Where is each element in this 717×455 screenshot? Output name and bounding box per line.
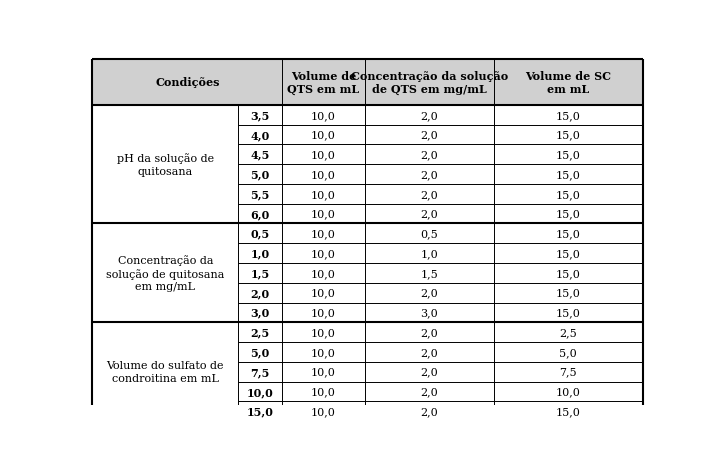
Text: pH da solução de
quitosana: pH da solução de quitosana xyxy=(117,153,214,177)
Text: 10,0: 10,0 xyxy=(311,367,336,377)
Text: 10,0: 10,0 xyxy=(311,170,336,180)
Text: 15,0: 15,0 xyxy=(556,288,581,298)
Text: 1,5: 1,5 xyxy=(420,268,438,278)
Text: 5,5: 5,5 xyxy=(250,189,270,200)
Text: 10,0: 10,0 xyxy=(311,308,336,318)
Text: 1,0: 1,0 xyxy=(251,248,270,259)
Text: 2,0: 2,0 xyxy=(420,111,438,121)
Text: 15,0: 15,0 xyxy=(556,150,581,160)
Text: 2,0: 2,0 xyxy=(420,328,438,338)
Text: 10,0: 10,0 xyxy=(311,387,336,396)
Bar xyxy=(92,60,642,106)
Text: Concentração da
solução de quitosana
em mg/mL: Concentração da solução de quitosana em … xyxy=(106,255,224,292)
Text: 15,0: 15,0 xyxy=(556,268,581,278)
Text: Volume de
QTS em mL: Volume de QTS em mL xyxy=(288,71,359,95)
Text: 10,0: 10,0 xyxy=(311,288,336,298)
Text: 15,0: 15,0 xyxy=(556,130,581,140)
Text: 6,0: 6,0 xyxy=(250,209,270,220)
Text: 10,0: 10,0 xyxy=(311,406,336,416)
Text: 15,0: 15,0 xyxy=(556,209,581,219)
Text: 7,5: 7,5 xyxy=(559,367,577,377)
Text: 10,0: 10,0 xyxy=(247,386,274,397)
Text: 0,5: 0,5 xyxy=(250,228,270,239)
Text: 5,0: 5,0 xyxy=(250,347,270,358)
Text: 10,0: 10,0 xyxy=(311,130,336,140)
Text: 10,0: 10,0 xyxy=(311,150,336,160)
Text: 5,0: 5,0 xyxy=(559,347,577,357)
Text: 10,0: 10,0 xyxy=(556,387,581,396)
Text: 5,0: 5,0 xyxy=(250,169,270,180)
Text: Concentração da solução
de QTS em mg/mL: Concentração da solução de QTS em mg/mL xyxy=(351,71,508,95)
Text: 2,0: 2,0 xyxy=(420,288,438,298)
Text: 2,0: 2,0 xyxy=(251,288,270,298)
Text: Volume do sulfato de
condroitina em mL: Volume do sulfato de condroitina em mL xyxy=(107,361,224,383)
Text: 15,0: 15,0 xyxy=(556,406,581,416)
Text: 15,0: 15,0 xyxy=(556,170,581,180)
Text: 2,0: 2,0 xyxy=(420,209,438,219)
Text: 1,0: 1,0 xyxy=(420,248,438,258)
Text: 15,0: 15,0 xyxy=(556,111,581,121)
Text: 2,0: 2,0 xyxy=(420,130,438,140)
Text: 10,0: 10,0 xyxy=(311,111,336,121)
Text: 15,0: 15,0 xyxy=(556,189,581,199)
Text: 15,0: 15,0 xyxy=(556,229,581,239)
Text: 10,0: 10,0 xyxy=(311,209,336,219)
Text: 15,0: 15,0 xyxy=(247,406,274,417)
Text: Volume de SC
em mL: Volume de SC em mL xyxy=(526,71,612,95)
Text: 10,0: 10,0 xyxy=(311,328,336,338)
Text: 10,0: 10,0 xyxy=(311,248,336,258)
Text: 15,0: 15,0 xyxy=(556,248,581,258)
Text: Condições: Condições xyxy=(155,77,219,88)
Text: 2,0: 2,0 xyxy=(420,170,438,180)
Text: 2,5: 2,5 xyxy=(250,327,270,338)
Text: 2,0: 2,0 xyxy=(420,189,438,199)
Text: 3,0: 3,0 xyxy=(250,307,270,318)
Text: 10,0: 10,0 xyxy=(311,268,336,278)
Text: 2,5: 2,5 xyxy=(559,328,577,338)
Text: 2,0: 2,0 xyxy=(420,150,438,160)
Text: 2,0: 2,0 xyxy=(420,387,438,396)
Text: 2,0: 2,0 xyxy=(420,347,438,357)
Text: 2,0: 2,0 xyxy=(420,367,438,377)
Text: 10,0: 10,0 xyxy=(311,189,336,199)
Text: 3,0: 3,0 xyxy=(420,308,438,318)
Text: 15,0: 15,0 xyxy=(556,308,581,318)
Text: 1,5: 1,5 xyxy=(250,268,270,279)
Text: 4,0: 4,0 xyxy=(250,130,270,141)
Text: 7,5: 7,5 xyxy=(250,366,270,377)
Text: 3,5: 3,5 xyxy=(250,110,270,121)
Text: 10,0: 10,0 xyxy=(311,347,336,357)
Text: 0,5: 0,5 xyxy=(420,229,438,239)
Text: 10,0: 10,0 xyxy=(311,229,336,239)
Text: 2,0: 2,0 xyxy=(420,406,438,416)
Text: 4,5: 4,5 xyxy=(250,150,270,161)
